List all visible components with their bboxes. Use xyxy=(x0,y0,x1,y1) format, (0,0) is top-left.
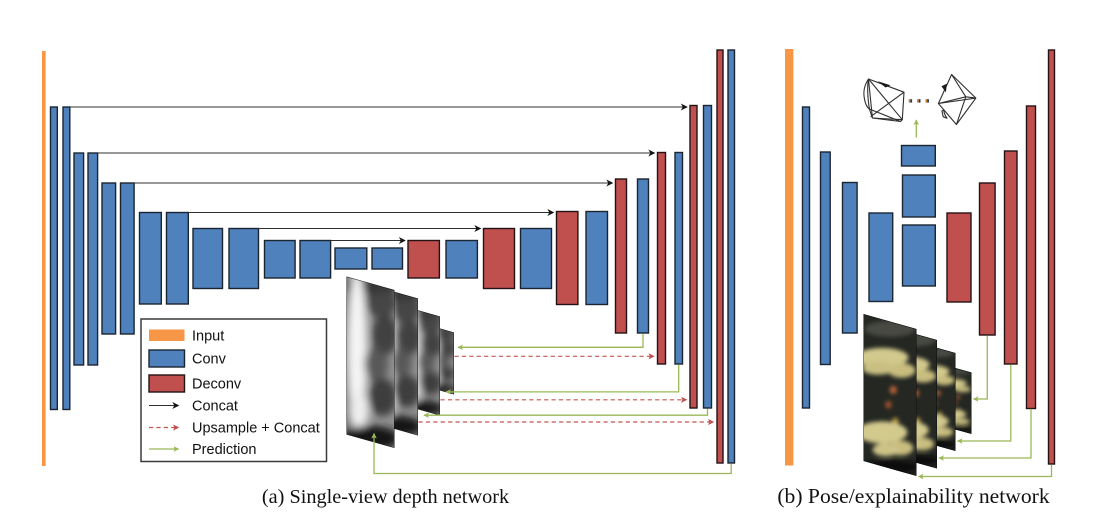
svg-text:Prediction: Prediction xyxy=(192,442,256,458)
svg-text:Deconv: Deconv xyxy=(192,377,242,393)
svg-text:(a) Single-view depth network: (a) Single-view depth network xyxy=(262,486,510,508)
svg-text:Input: Input xyxy=(192,329,224,345)
svg-text:Upsample + Concat: Upsample + Concat xyxy=(192,421,320,437)
svg-text:Concat: Concat xyxy=(192,399,238,415)
svg-text:(b) Pose/explainability networ: (b) Pose/explainability network xyxy=(777,484,1049,508)
svg-text:Conv: Conv xyxy=(192,352,227,368)
